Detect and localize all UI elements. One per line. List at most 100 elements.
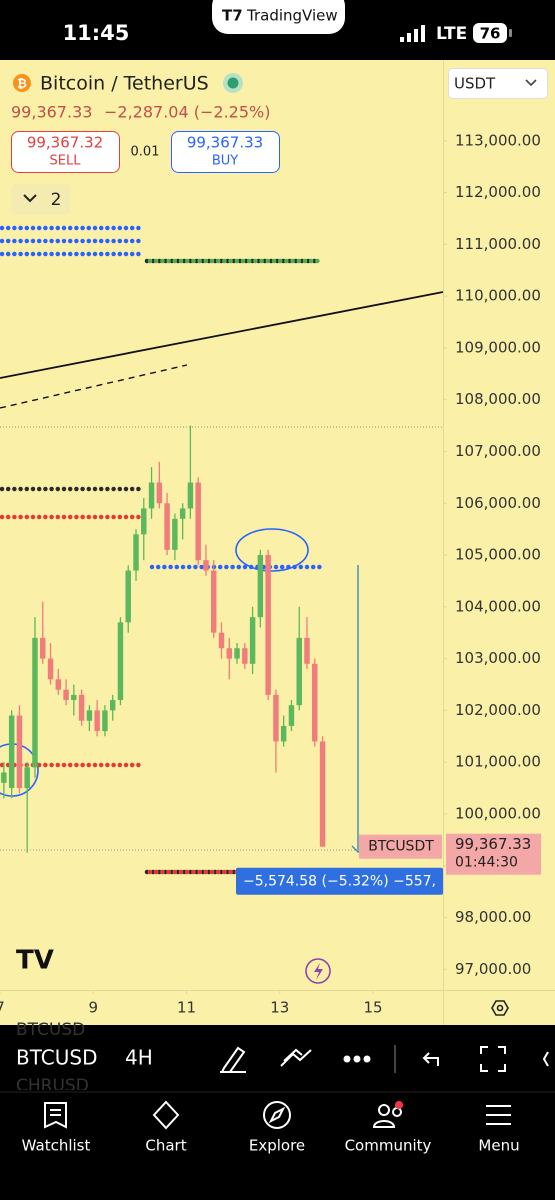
toolbar-interval[interactable]: 4H [125,1046,153,1070]
candle-body [125,570,131,623]
candle-body [47,658,54,680]
toolbar-icons[interactable] [220,1045,549,1073]
symbol-tag [359,834,442,859]
candle-body [24,767,30,789]
network: LTE [436,24,467,44]
app-name: TradingView [246,7,338,25]
tv-mini-logo: T7 [222,7,243,25]
nav-label[interactable]: Explore [249,1137,305,1155]
candle-body [249,617,256,664]
candle-body [288,705,295,726]
level-dots [0,225,145,257]
candle-body [296,637,302,706]
candle-body [203,560,209,571]
y-tick-label: 110,000.00 [455,287,541,305]
measure-box [236,867,443,895]
toolbar-symbol[interactable]: BTCUSD [16,1046,97,1070]
y-tick-label: 102,000.00 [455,701,541,719]
candle-body [280,725,287,742]
y-tick-label: 105,000.00 [455,546,541,564]
x-tick-label: 13 [270,999,289,1017]
btc-icon [13,74,31,92]
battery [473,23,507,43]
signal [400,25,425,42]
toolbar [0,1025,555,1090]
market-status [227,77,239,89]
buy-price: 99,367.33 [187,134,263,152]
candle-body [117,622,124,701]
trend-line [0,291,444,379]
candle-body [1,772,7,783]
chevron [23,194,37,203]
nav-label[interactable]: Menu [478,1137,519,1155]
candle-body [16,715,23,789]
btc-glyph: ₿ [17,77,27,91]
y-tick-label: 104,000.00 [455,597,541,615]
x-tick-label: 7 [0,999,5,1017]
sell-button[interactable] [11,131,120,173]
spread: 0.01 [131,145,160,160]
notification-dot [395,1101,403,1109]
lightning-icon [314,963,323,980]
countdown: 01:44:30 [455,855,518,871]
candle-body [71,694,77,701]
clock: 11:45 [63,21,130,45]
candle-body [164,503,170,550]
buy-button[interactable] [171,131,280,173]
symbol-name[interactable]: Bitcoin / TetherUS [40,73,209,95]
layers-toggle[interactable] [11,184,70,215]
circle-mark [235,528,309,572]
layers-count: 2 [51,190,62,210]
candle-body [242,648,248,664]
price-change: −2,287.04 (−2.25%) [104,103,270,122]
candle-body [304,637,310,664]
candle-body [172,518,178,550]
battery-tip [509,29,512,37]
currency-select[interactable] [448,68,548,99]
app-pill [212,0,345,34]
candle-body [148,482,155,509]
sell-price: 99,367.32 [27,134,103,152]
symbol-tag-label: BTCUSDT [368,839,434,855]
candle-body [55,679,62,690]
lightning-button[interactable] [305,958,331,984]
nav-label[interactable]: Chart [145,1137,186,1155]
candle-body [133,534,139,571]
y-tick-label: 97,000.00 [455,960,531,978]
settings-icon[interactable] [491,1000,509,1016]
x-tick-label: 9 [88,999,98,1017]
candle-body [78,694,85,721]
y-tick-label: 101,000.00 [455,753,541,771]
candle-body [218,632,225,649]
x-tick-label: 15 [364,999,383,1017]
candle-body [195,482,201,561]
chevron [525,79,537,87]
candles [1,425,326,853]
candle-body [273,694,279,742]
candle-body [319,741,326,847]
sell-label: SELL [50,154,82,169]
y-tick-label: 109,000.00 [455,338,541,356]
y-tick-label: 111,000.00 [455,235,541,253]
candle-body [226,648,233,659]
nav-label[interactable]: Watchlist [22,1137,91,1155]
candle-body [8,715,15,789]
y-tick-label: 113,000.00 [455,131,541,149]
trend-line-dashed [0,364,188,409]
candle-body [40,637,46,659]
candle-body [187,482,194,509]
y-tick-label: 108,000.00 [455,390,541,408]
nav-label[interactable]: Community [345,1137,432,1155]
last-price-label: 99,367.33 [455,835,531,853]
battery-level: 76 [480,25,501,43]
y-tick-label: 106,000.00 [455,494,541,512]
y-tick-label: 100,000.00 [455,804,541,822]
candle-body [234,648,240,659]
last-price-tag [446,833,541,875]
tv-logo: TV [16,946,54,976]
y-tick-label: 112,000.00 [455,183,541,201]
candle-body [312,663,318,742]
measure-label: −5,574.58 (−5.32%) −557, [243,874,436,890]
